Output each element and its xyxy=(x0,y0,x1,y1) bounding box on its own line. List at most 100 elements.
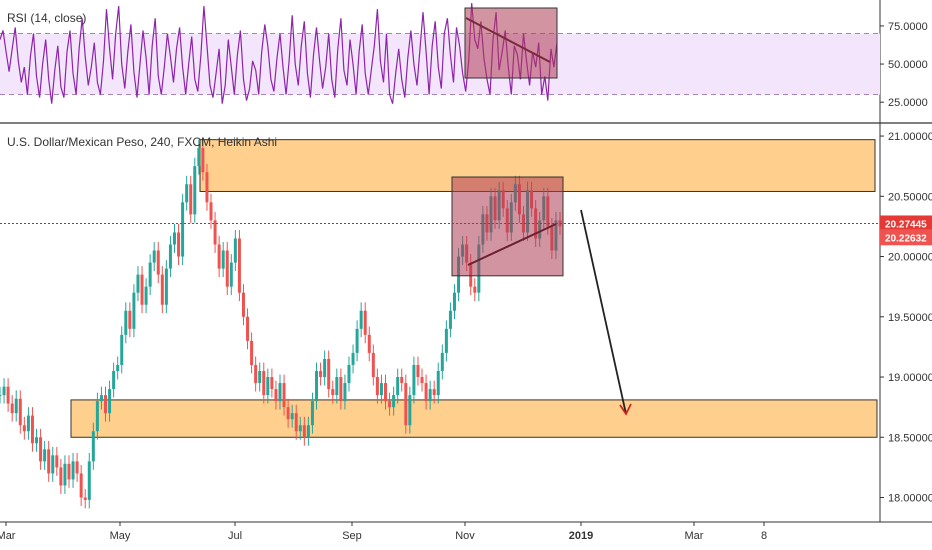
candle-body xyxy=(71,461,75,480)
candle xyxy=(440,344,444,380)
candle-body xyxy=(108,389,112,414)
candle-body xyxy=(306,425,310,438)
candle xyxy=(319,362,323,386)
candle xyxy=(452,284,456,320)
candle xyxy=(160,266,164,314)
price-tick-label: 21.00000 xyxy=(888,131,932,143)
candle xyxy=(355,320,359,362)
candle xyxy=(310,392,314,434)
candle-body xyxy=(63,463,67,486)
candle-body xyxy=(225,250,229,287)
candle xyxy=(205,163,209,211)
candle xyxy=(75,452,79,482)
candle-body xyxy=(392,395,396,408)
candle-body xyxy=(473,286,477,293)
candle xyxy=(282,374,286,416)
candle-body xyxy=(197,148,201,167)
candle-body xyxy=(185,184,189,203)
candle-body xyxy=(363,310,367,335)
candle xyxy=(26,407,30,440)
candle xyxy=(363,302,367,344)
candle-body xyxy=(152,250,156,263)
candle-body xyxy=(201,148,205,173)
candle xyxy=(112,362,116,398)
candle xyxy=(331,380,335,404)
candle-body xyxy=(59,467,63,486)
candle-body xyxy=(270,377,274,390)
candle xyxy=(327,350,331,398)
rsi-annotation-box xyxy=(464,7,558,79)
candle xyxy=(270,368,274,398)
candle xyxy=(420,368,424,392)
candle-body xyxy=(148,262,152,287)
candle xyxy=(408,386,412,434)
candle xyxy=(59,458,63,494)
candle xyxy=(67,455,71,488)
candle-body xyxy=(95,401,99,432)
candle xyxy=(63,455,67,494)
candle xyxy=(375,368,379,404)
price-tick-label: 20.00000 xyxy=(888,252,932,264)
candle xyxy=(436,362,440,404)
candle-body xyxy=(420,377,424,384)
time-tick-label: Nov xyxy=(455,530,475,542)
candle-body xyxy=(428,389,432,402)
candle-body xyxy=(432,389,436,396)
candle-body xyxy=(319,371,323,378)
candle-body xyxy=(112,371,116,390)
candle xyxy=(428,380,432,410)
candle xyxy=(43,440,47,470)
candle-body xyxy=(124,310,128,335)
candle xyxy=(343,374,347,410)
candle xyxy=(274,380,278,410)
candle xyxy=(246,308,250,350)
candle xyxy=(108,380,112,422)
candle xyxy=(444,320,448,362)
candle xyxy=(392,386,396,416)
candle-body xyxy=(10,403,14,414)
consolidation-box xyxy=(451,176,564,277)
candle xyxy=(148,254,152,296)
candle xyxy=(35,428,39,452)
candle xyxy=(258,362,262,392)
candle-body xyxy=(6,386,10,404)
price-tick-label: 19.50000 xyxy=(888,312,932,324)
candle-body xyxy=(404,383,408,426)
candle-body xyxy=(14,398,18,414)
candle xyxy=(359,302,363,338)
candle xyxy=(18,390,22,434)
candle xyxy=(120,326,124,374)
candle-body xyxy=(254,364,258,384)
candle-body xyxy=(164,268,168,305)
candle xyxy=(87,452,91,509)
candle-body xyxy=(266,377,270,396)
candle-body xyxy=(47,449,51,474)
candle xyxy=(351,344,355,374)
candle xyxy=(30,407,34,452)
candle xyxy=(237,230,241,302)
candle-body xyxy=(172,232,176,245)
candle-body xyxy=(30,415,34,444)
candle-body xyxy=(213,220,217,245)
candle-body xyxy=(367,334,371,353)
candle-body xyxy=(156,250,160,275)
candle xyxy=(164,260,168,314)
candle-body xyxy=(347,364,351,384)
candle-body xyxy=(246,316,250,341)
candle-body xyxy=(91,431,95,462)
candle xyxy=(473,278,477,302)
candle xyxy=(213,211,217,253)
candle xyxy=(302,416,306,446)
candle-body xyxy=(286,407,290,420)
candle xyxy=(347,356,351,392)
candle-body xyxy=(302,425,306,438)
rsi-trend-line xyxy=(465,17,551,63)
candle-body xyxy=(209,202,213,221)
candle-body xyxy=(177,232,181,257)
candle-body xyxy=(241,292,245,317)
candle-body xyxy=(136,274,140,293)
candle xyxy=(95,392,99,440)
candle xyxy=(416,356,420,386)
candle-body xyxy=(379,383,383,396)
